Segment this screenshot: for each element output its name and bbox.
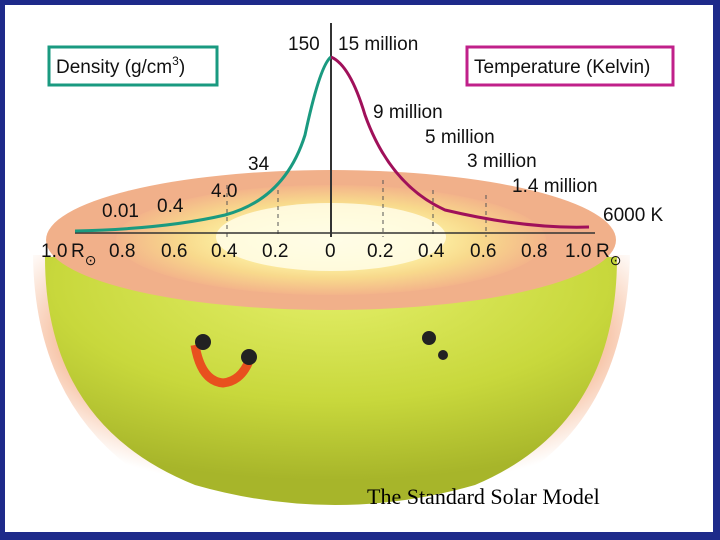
density-unit-sup: 3 [172, 54, 179, 68]
radius-label-left-1-0: 1.0 [41, 241, 67, 262]
density-value-0-4: 0.4 [157, 196, 184, 217]
temp-value-1-4m: 1.4 million [512, 176, 598, 197]
solar-model-diagram: Density (g/cm3) Temperature (Kelvin) 150… [33, 23, 675, 520]
radius-label-right-0-4: 0.4 [418, 241, 445, 262]
density-value-0-01: 0.01 [102, 201, 139, 222]
radius-label-right-0-6: 0.6 [470, 241, 496, 262]
radius-label-left-0-2: 0.2 [262, 241, 288, 262]
temp-value-6000k: 6000 K [603, 205, 664, 226]
temperature-label: Temperature (Kelvin) [474, 57, 650, 78]
radius-label-left-0-6: 0.6 [161, 241, 187, 262]
radius-axis-labels: 1.0 R⊙ 0.8 0.6 0.4 0.2 0 0.2 0.4 0.6 0.8… [41, 241, 621, 268]
temperature-curve [330, 55, 590, 229]
density-label-close: ) [179, 57, 185, 78]
radius-label-center: 0 [325, 241, 336, 262]
temp-value-15m: 15 million [338, 34, 418, 55]
temperature-legend-box: Temperature (Kelvin) [465, 45, 675, 87]
density-curve [74, 55, 333, 233]
solar-radius-left: R⊙ [71, 241, 96, 268]
radius-label-right-0-2: 0.2 [367, 241, 393, 262]
temp-value-3m: 3 million [467, 151, 537, 172]
radius-guides [226, 180, 487, 237]
svg-text:Density (g/cm3): Density (g/cm3) [56, 54, 185, 78]
slide-caption: The Standard Solar Model [367, 484, 600, 509]
density-value-150: 150 [288, 34, 320, 55]
solar-radius-right: R⊙ [596, 241, 621, 268]
temp-value-9m: 9 million [373, 102, 443, 123]
slide-frame: Density (g/cm3) Temperature (Kelvin) 150… [5, 5, 713, 532]
density-value-34: 34 [248, 154, 270, 175]
sun-hemisphere [45, 257, 617, 505]
density-label: Density (g/cm [56, 57, 172, 78]
density-legend-box: Density (g/cm3) [47, 45, 219, 87]
radius-label-right-0-8: 0.8 [521, 241, 547, 262]
density-value-4: 4.0 [211, 181, 237, 202]
radius-label-left-0-8: 0.8 [109, 241, 135, 262]
sunspot-group-left [190, 334, 257, 388]
sunspot-group-right [422, 331, 448, 360]
temp-value-5m: 5 million [425, 127, 495, 148]
radius-label-left-0-4: 0.4 [211, 241, 238, 262]
radius-label-right-1-0: 1.0 [565, 241, 591, 262]
